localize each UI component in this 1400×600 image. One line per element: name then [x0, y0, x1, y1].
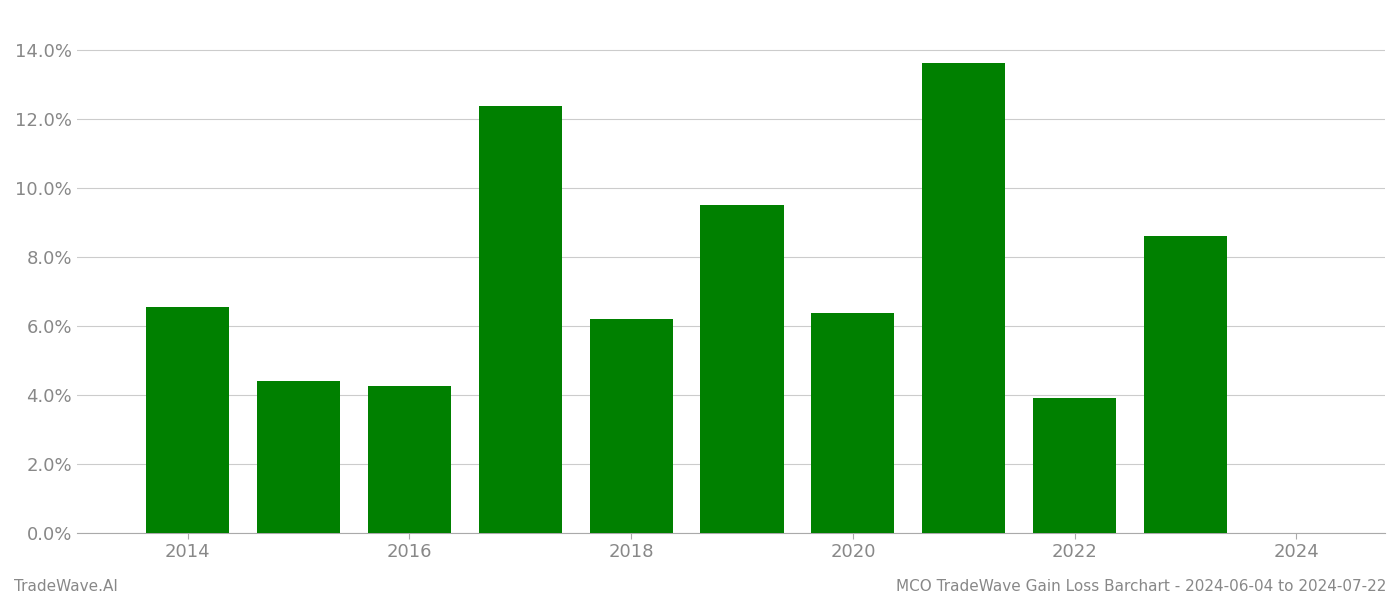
Text: MCO TradeWave Gain Loss Barchart - 2024-06-04 to 2024-07-22: MCO TradeWave Gain Loss Barchart - 2024-… — [896, 579, 1386, 594]
Bar — [589, 319, 673, 533]
Bar — [1144, 236, 1226, 533]
Bar — [923, 64, 1005, 533]
Bar — [368, 386, 451, 533]
Text: TradeWave.AI: TradeWave.AI — [14, 579, 118, 594]
Bar — [812, 313, 895, 533]
Bar — [700, 205, 784, 533]
Bar — [1033, 398, 1116, 533]
Bar — [479, 106, 561, 533]
Bar — [146, 307, 230, 533]
Bar — [258, 381, 340, 533]
